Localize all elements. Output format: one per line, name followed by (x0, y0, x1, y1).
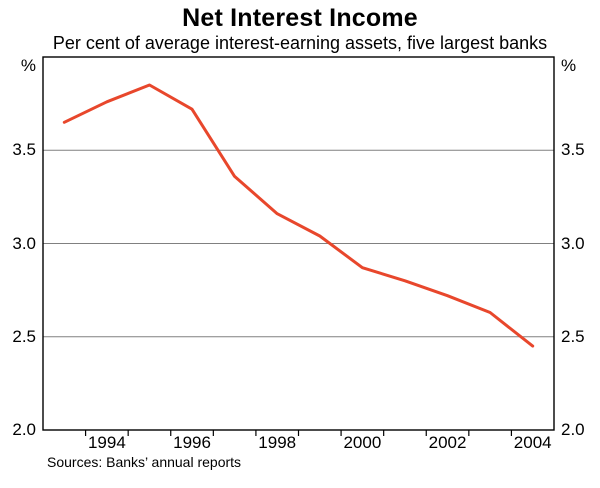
y-axis-unit-right: % (561, 56, 577, 75)
plot-frame (42, 56, 555, 431)
x-tick-label: 2004 (513, 433, 552, 452)
y-axis-unit-left: % (20, 56, 36, 75)
y-tick-label-right: 3.5 (561, 140, 585, 160)
chart-title: Net Interest Income (182, 4, 418, 32)
y-tick-label-right: 2.5 (561, 326, 585, 346)
x-tick-label: 1996 (173, 433, 211, 452)
x-tick-label: 1998 (258, 433, 297, 452)
y-tick-label-right: 2.0 (561, 420, 585, 439)
y-tick-label-left: 3.0 (12, 233, 36, 253)
y-tick-label-right: 3.0 (561, 233, 585, 253)
y-tick-label-left: 3.5 (12, 140, 36, 160)
x-tick-label: 1994 (87, 433, 126, 452)
x-tick-label: 2000 (343, 433, 382, 452)
x-tick-label: 2002 (428, 433, 467, 452)
source-note: Sources: Banks’ annual reports (47, 454, 242, 470)
data-line (62, 83, 535, 348)
y-tick-label-left: 2.5 (12, 326, 36, 346)
chart-subtitle: Per cent of average interest-earning ass… (52, 33, 548, 53)
y-tick-label-left: 2.0 (12, 420, 36, 439)
